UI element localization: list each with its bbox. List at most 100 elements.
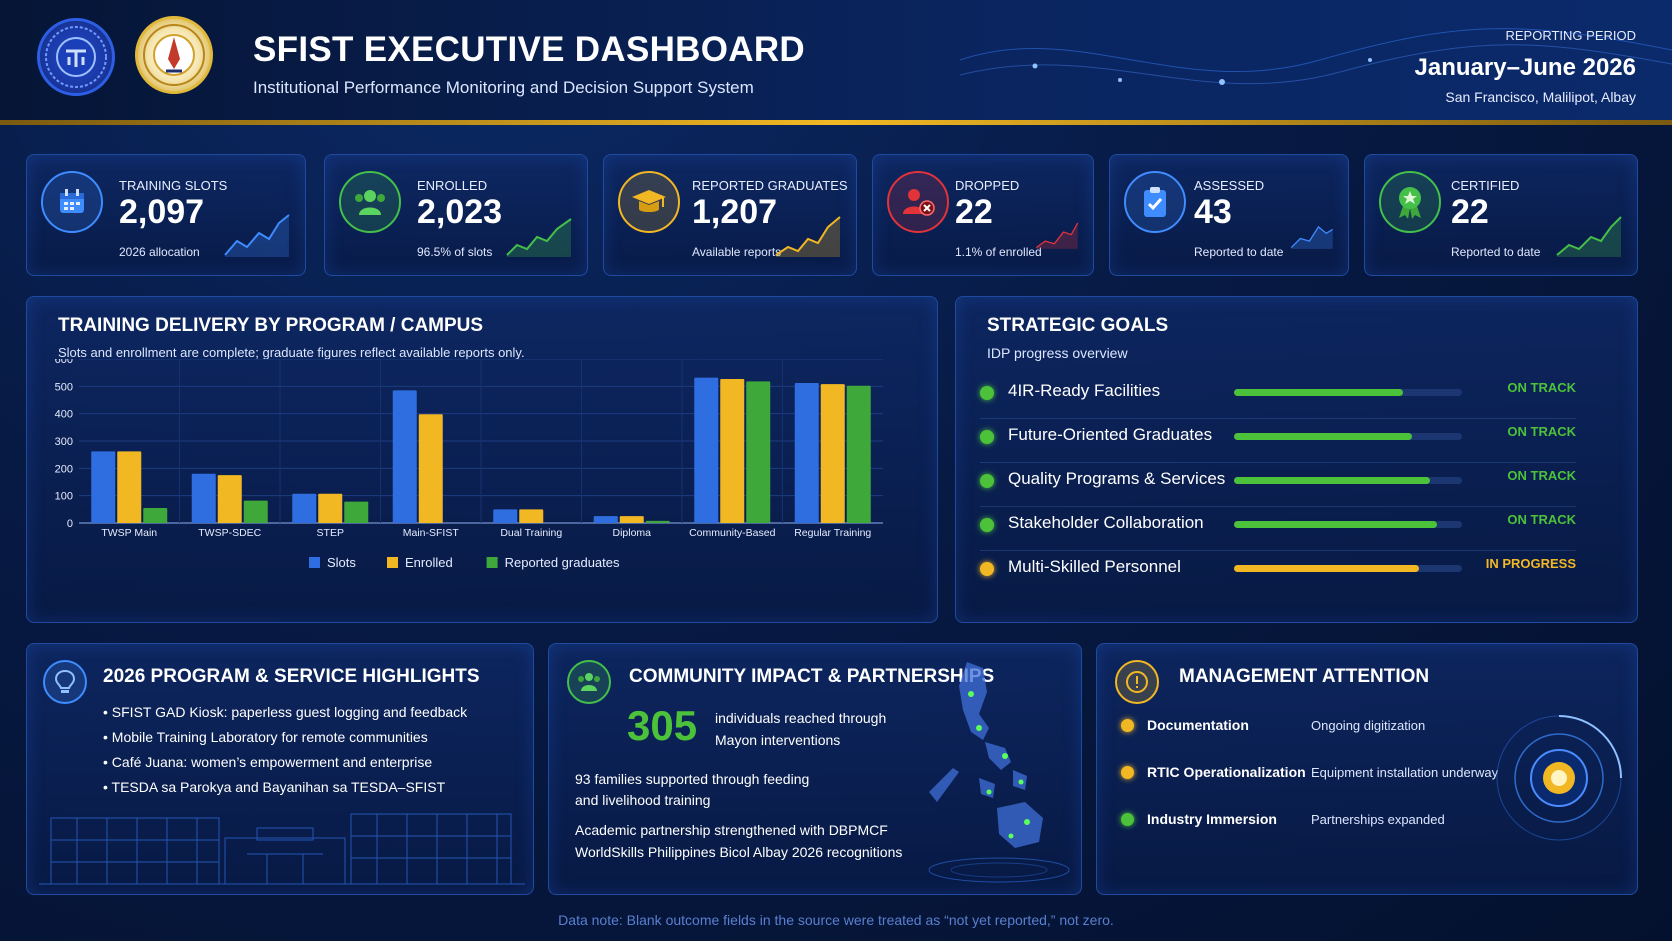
graduation-cap-icon: [618, 171, 680, 233]
header-bar: [0, 0, 1672, 122]
goal-name: Future-Oriented Graduates: [1008, 425, 1213, 444]
reach-count: 305: [627, 702, 698, 749]
goal-row[interactable]: Stakeholder Collaboration ON TRACK: [980, 506, 1576, 551]
kpi-label: ENROLLED: [417, 178, 488, 193]
lightbulb-icon: [43, 660, 87, 704]
attention-item-name[interactable]: RTIC Operationalization: [1147, 764, 1306, 780]
bar: [820, 384, 845, 523]
y-tick-label: 500: [55, 381, 73, 393]
sparkline-chart: [1035, 222, 1079, 249]
highlight-item: • Café Juana: women’s empowerment and en…: [103, 754, 433, 770]
highlight-text: TESDA sa Parokya and Bayanihan sa TESDA–…: [111, 779, 446, 795]
goal-row[interactable]: Quality Programs & Services ON TRACK: [980, 462, 1576, 507]
legend-swatch: [486, 557, 498, 568]
kpi-card-training-slots[interactable]: TRAINING SLOTS 2,097 2026 allocation: [26, 154, 306, 276]
kpi-card-reported-graduates[interactable]: REPORTED GRADUATES 1,207 Available repor…: [603, 154, 857, 276]
progress-track: [1234, 389, 1462, 396]
status-dot: [980, 386, 994, 400]
kpi-card-certified[interactable]: CERTIFIED 22 Reported to date: [1364, 154, 1638, 276]
community-users-icon: [567, 660, 611, 704]
goal-name: 4IR-Ready Facilities: [1008, 381, 1161, 400]
kpi-value: 22: [1451, 193, 1489, 231]
panel-title: STRATEGIC GOALS: [987, 315, 1169, 336]
kpi-card-dropped[interactable]: DROPPED 22 1.1% of enrolled: [872, 154, 1094, 276]
sparkline-chart: [506, 218, 572, 257]
kpi-label: REPORTED GRADUATES: [692, 178, 848, 193]
reach-text-line1: individuals reached through: [715, 710, 887, 726]
radar-target-graphic: [1496, 715, 1622, 841]
reporting-period-range: January–June 2026: [1414, 54, 1636, 81]
bar: [91, 451, 116, 523]
kpi-card-assessed[interactable]: ASSESSED 43 Reported to date: [1109, 154, 1349, 276]
legend-swatch: [309, 557, 320, 568]
y-tick-label: 600: [55, 359, 73, 366]
goal-status: IN PROGRESS: [1485, 556, 1576, 571]
goal-name: Stakeholder Collaboration: [1008, 513, 1204, 532]
goal-row[interactable]: Multi-Skilled Personnel IN PROGRESS: [980, 550, 1576, 594]
sparkline-chart: [224, 214, 290, 257]
panel-subtitle: Slots and enrollment are complete; gradu…: [58, 345, 525, 360]
campus-building-illustration: [39, 813, 525, 885]
x-tick-label: Community-Based: [689, 527, 776, 539]
highlight-text: Café Juana: women’s empowerment and ente…: [111, 754, 433, 770]
management-attention-panel: MANAGEMENT ATTENTION Documentation Ongoi…: [1096, 643, 1638, 895]
goal-status: ON TRACK: [1507, 468, 1576, 483]
kpi-card-enrolled[interactable]: ENROLLED 2,023 96.5% of slots: [324, 154, 588, 276]
x-tick-label: Regular Training: [794, 527, 871, 539]
y-tick-label: 300: [55, 436, 73, 448]
community-impact-panel: COMMUNITY IMPACT & PARTNERSHIPS 305 indi…: [548, 643, 1082, 895]
x-tick-label: Dual Training: [500, 527, 562, 539]
goal-row[interactable]: Future-Oriented Graduates ON TRACK: [980, 418, 1576, 463]
panel-title: MANAGEMENT ATTENTION: [1179, 666, 1430, 687]
legend-label: Slots: [327, 555, 356, 570]
progress-fill: [1234, 433, 1412, 440]
attention-item-name[interactable]: Documentation: [1147, 717, 1249, 733]
progress-track: [1234, 521, 1462, 528]
users-icon: [339, 171, 401, 233]
panel-title: COMMUNITY IMPACT & PARTNERSHIPS: [629, 666, 995, 687]
status-dot: [1121, 766, 1134, 779]
bar: [519, 509, 544, 523]
data-note: Data note: Blank outcome fields in the s…: [558, 912, 1114, 928]
goal-name: Multi-Skilled Personnel: [1008, 557, 1181, 576]
status-dot: [1121, 813, 1134, 826]
progress-fill: [1234, 521, 1437, 528]
bar: [243, 500, 268, 523]
kpi-label: CERTIFIED: [1451, 178, 1520, 193]
kpi-label: TRAINING SLOTS: [119, 178, 228, 193]
bar: [746, 381, 771, 523]
tesda-logo: [37, 18, 115, 96]
attention-item-status: Ongoing digitization: [1311, 718, 1426, 733]
goal-status: ON TRACK: [1507, 512, 1576, 527]
strategic-goals-panel: STRATEGIC GOALS IDP progress overview 4I…: [955, 296, 1638, 623]
progress-fill: [1234, 389, 1403, 396]
goal-status: ON TRACK: [1507, 424, 1576, 439]
status-dot: [980, 562, 994, 576]
bar: [292, 493, 317, 523]
header-divider: [0, 120, 1672, 125]
highlight-item: • Mobile Training Laboratory for remote …: [103, 729, 428, 745]
bar: [143, 507, 168, 523]
goal-row[interactable]: 4IR-Ready Facilities ON TRACK: [980, 374, 1576, 419]
sparkline-chart: [1290, 225, 1334, 249]
goal-name: Quality Programs & Services: [1008, 469, 1226, 488]
highlight-item: • TESDA sa Parokya and Bayanihan sa TESD…: [103, 779, 446, 795]
x-tick-label: Diploma: [612, 527, 651, 539]
kpi-label: ASSESSED: [1194, 178, 1265, 193]
training-delivery-bar-chart: 0 100 200 300 400 500 600 TWSP Main TWSP-SDEC STE…: [55, 359, 883, 570]
reporting-location: San Francisco, Malilipot, Albay: [1445, 89, 1636, 105]
kpi-value: 2,023: [417, 193, 503, 231]
progress-track: [1234, 565, 1462, 572]
legend-swatch: [387, 557, 398, 568]
clipboard-check-icon: [1124, 171, 1186, 233]
attention-item-name[interactable]: Industry Immersion: [1147, 811, 1277, 827]
training-delivery-panel: TRAINING DELIVERY BY PROGRAM / CAMPUS Sl…: [26, 296, 938, 623]
bar: [318, 493, 343, 523]
panel-title: TRAINING DELIVERY BY PROGRAM / CAMPUS: [58, 315, 484, 336]
kpi-subtext: Reported to date: [1451, 245, 1541, 259]
status-dot: [980, 430, 994, 444]
reach-text-line2: Mayon interventions: [715, 732, 841, 748]
bar: [619, 516, 644, 523]
user-remove-icon: [887, 171, 949, 233]
progress-track: [1234, 477, 1462, 484]
